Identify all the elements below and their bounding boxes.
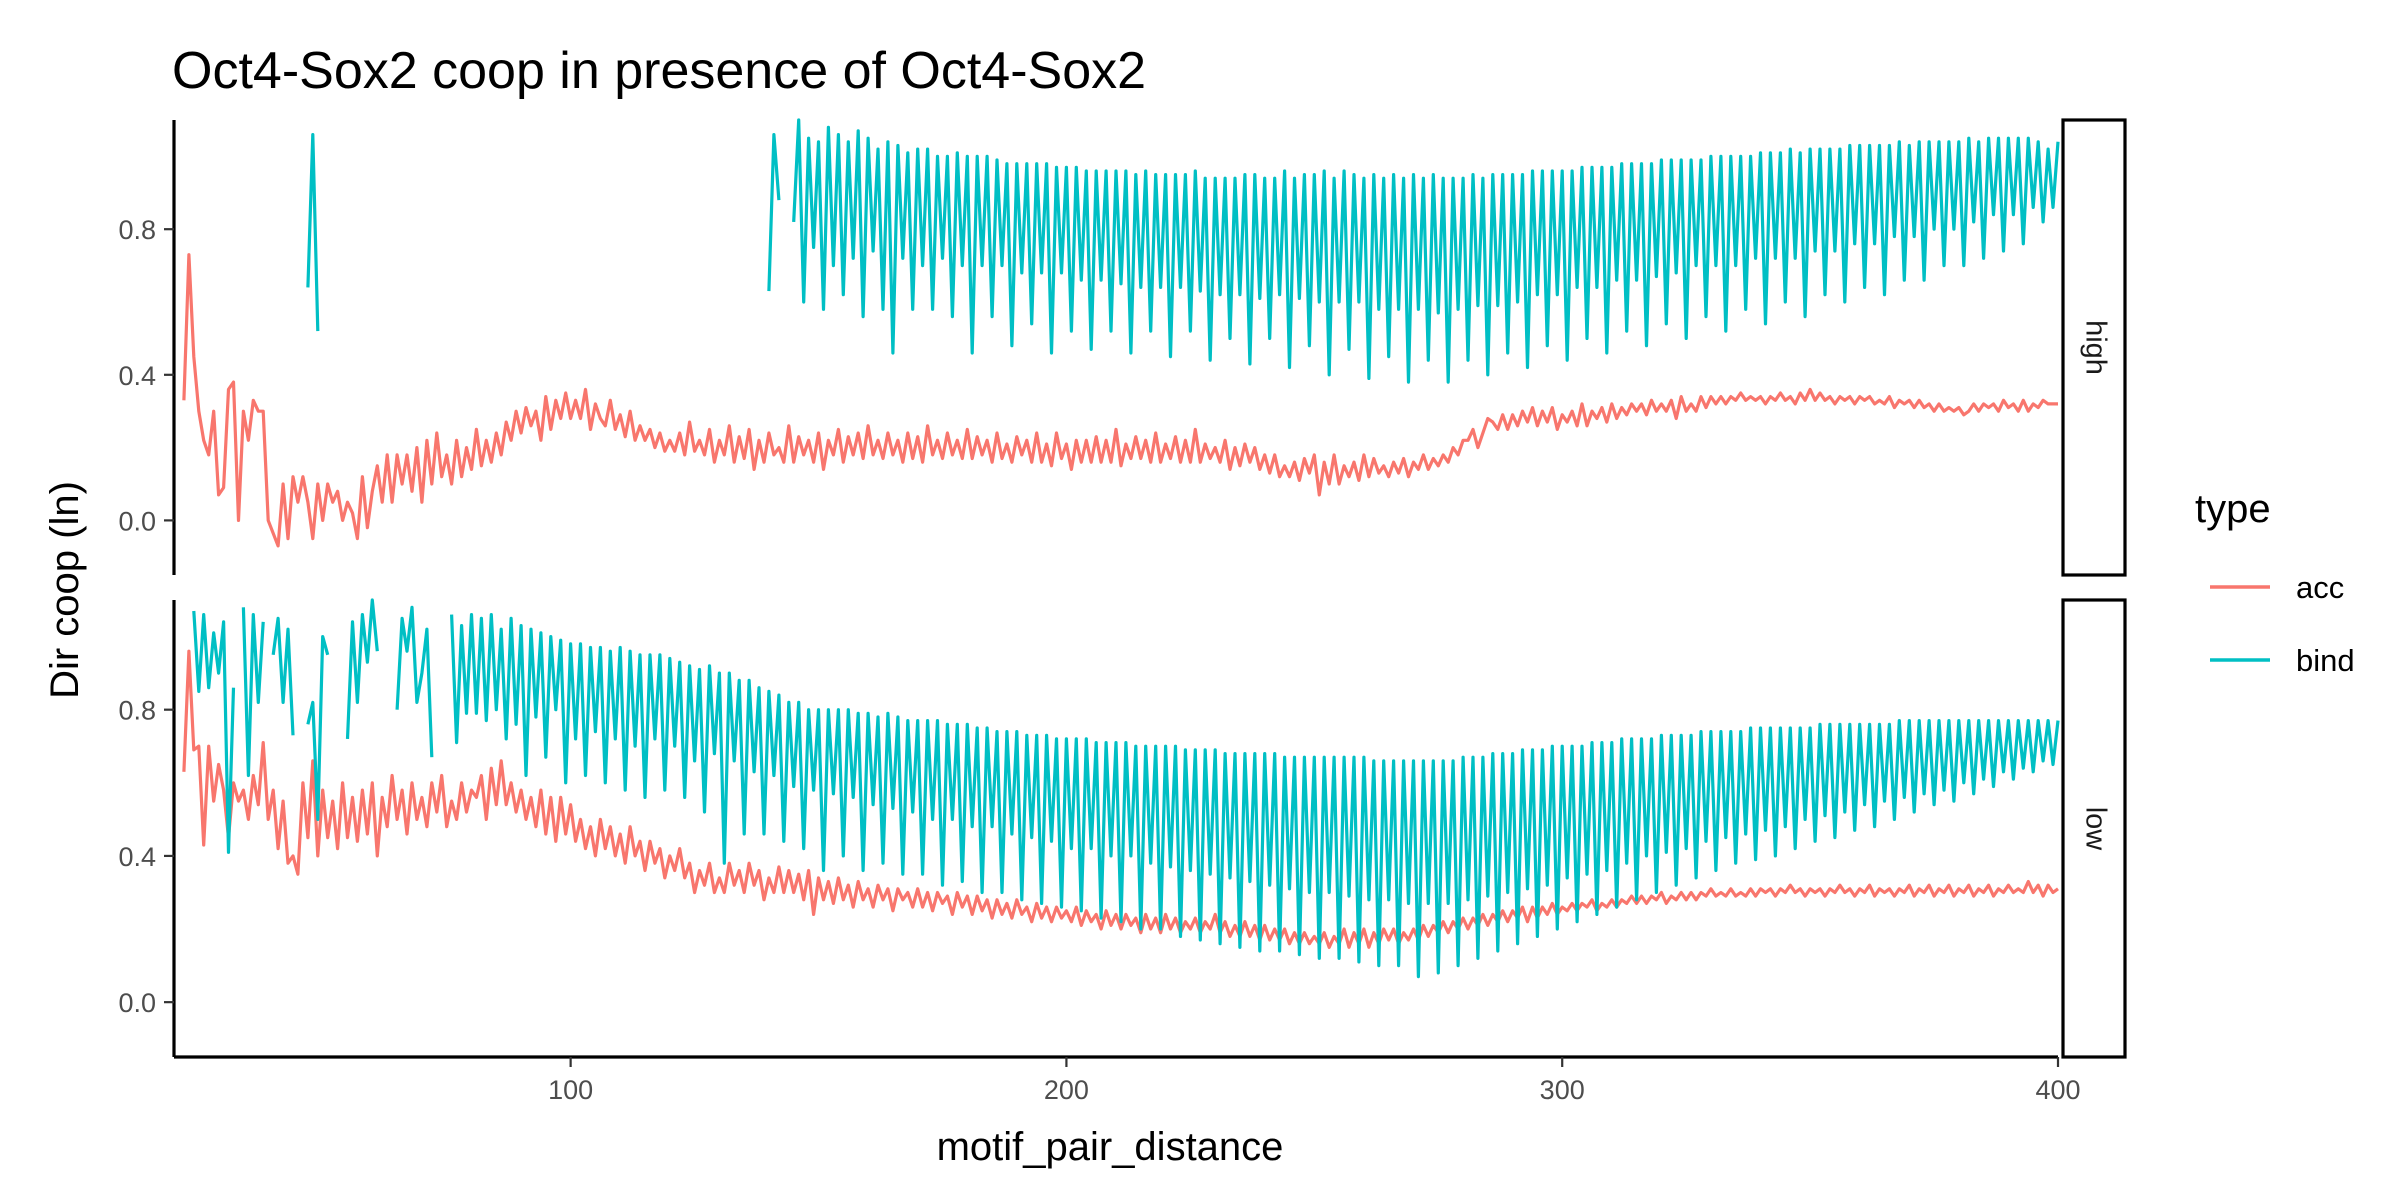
x-tick-label: 200 — [1044, 1075, 1089, 1105]
legend-title: type — [2195, 487, 2271, 531]
series-line-bind-high-segment-1 — [767, 133, 781, 292]
series-line-bind-low-segment-6 — [450, 613, 2060, 979]
facet-strip-label-high: high — [2079, 320, 2111, 375]
chart-title: Oct4-Sox2 coop in presence of Oct4-Sox2 — [172, 42, 1146, 100]
x-tick-label: 300 — [1540, 1075, 1585, 1105]
facet-strip-label-low: low — [2079, 807, 2111, 852]
x-tick-label: 100 — [548, 1075, 593, 1105]
panels-group: 0.0 0.4 0.8 high 0.0 0.4 0.8 low — [118, 118, 2127, 1059]
series-line-bind-high-segment-0 — [306, 133, 320, 332]
series-line-bind-low-segment-3 — [306, 635, 330, 821]
y-tick-label: 0.8 — [118, 696, 156, 726]
panel-high: 0.0 0.4 0.8 high — [118, 118, 2127, 577]
series-line-bind-low-segment-2 — [271, 616, 295, 736]
y-tick-label: 0.4 — [118, 361, 156, 391]
y-tick-label: 0.0 — [118, 506, 156, 536]
series-line-bind-low-segment-4 — [345, 598, 379, 739]
series-line-acc-high — [182, 253, 2058, 548]
series-line-bind-low-segment-5 — [395, 605, 434, 758]
facet-strip-low — [2061, 598, 2127, 1059]
series-line-acc-low — [182, 649, 2059, 949]
series-line-bind-low-segment-1 — [241, 607, 265, 778]
legend: type acc bind — [2195, 487, 2355, 678]
y-tick-label: 0.0 — [118, 988, 156, 1018]
legend-label-bind: bind — [2296, 643, 2355, 678]
y-tick-label: 0.4 — [118, 842, 156, 872]
y-axis-title: Dir coop (ln) — [43, 481, 87, 699]
panel-low: 0.0 0.4 0.8 low — [118, 598, 2127, 1059]
legend-label-acc: acc — [2296, 570, 2344, 605]
x-axis-title: motif_pair_distance — [937, 1125, 1284, 1169]
x-axis: 100 200 300 400 — [174, 1055, 2081, 1105]
series-line-bind-high-segment-2 — [792, 118, 2060, 384]
y-tick-label: 0.8 — [118, 215, 156, 245]
facet-strip-high — [2061, 118, 2127, 577]
x-tick-label: 400 — [2035, 1075, 2080, 1105]
series-line-bind-low-segment-0 — [192, 610, 236, 854]
